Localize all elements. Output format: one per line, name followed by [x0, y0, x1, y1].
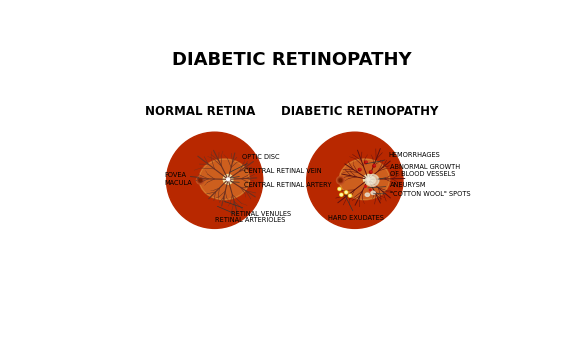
Ellipse shape: [307, 132, 403, 228]
Ellipse shape: [198, 178, 203, 183]
Ellipse shape: [345, 191, 347, 193]
Text: ABNORMAL GROWTH
OF BLOOD VESSELS: ABNORMAL GROWTH OF BLOOD VESSELS: [378, 164, 460, 179]
Text: OPTIC DISC: OPTIC DISC: [229, 154, 279, 172]
Text: HEMORRHAGES: HEMORRHAGES: [366, 152, 440, 164]
Ellipse shape: [348, 194, 352, 197]
Ellipse shape: [195, 161, 234, 200]
Ellipse shape: [199, 159, 250, 200]
Ellipse shape: [225, 176, 231, 182]
Ellipse shape: [309, 135, 401, 226]
Text: RETINAL ARTERIOLES: RETINAL ARTERIOLES: [215, 206, 285, 223]
Text: MACULA: MACULA: [164, 180, 196, 186]
Ellipse shape: [338, 178, 343, 183]
Ellipse shape: [358, 169, 361, 171]
Ellipse shape: [167, 132, 263, 228]
Ellipse shape: [339, 179, 342, 182]
Ellipse shape: [186, 151, 244, 209]
Text: DIABETIC RETINOPATHY: DIABETIC RETINOPATHY: [281, 105, 438, 119]
Ellipse shape: [365, 193, 369, 196]
Ellipse shape: [369, 171, 372, 173]
Text: RETINAL VENULES: RETINAL VENULES: [225, 201, 291, 217]
Ellipse shape: [360, 169, 361, 170]
Ellipse shape: [223, 175, 233, 184]
Ellipse shape: [172, 138, 257, 223]
Ellipse shape: [349, 195, 351, 197]
Ellipse shape: [369, 189, 371, 191]
Text: NORMAL RETINA: NORMAL RETINA: [145, 105, 255, 119]
Ellipse shape: [367, 176, 376, 184]
Ellipse shape: [200, 166, 229, 195]
Ellipse shape: [339, 159, 390, 200]
Ellipse shape: [340, 166, 369, 195]
Text: ANEURYSM: ANEURYSM: [368, 182, 426, 188]
Ellipse shape: [373, 165, 376, 167]
Ellipse shape: [316, 142, 393, 219]
Text: DIABETIC RETINOPATHY: DIABETIC RETINOPATHY: [172, 51, 411, 69]
Text: "COTTON WOOL" SPOTS: "COTTON WOOL" SPOTS: [373, 191, 471, 197]
Ellipse shape: [370, 171, 372, 172]
Ellipse shape: [365, 161, 367, 164]
Ellipse shape: [199, 179, 201, 182]
Ellipse shape: [338, 187, 341, 191]
Ellipse shape: [181, 147, 248, 214]
Ellipse shape: [312, 138, 397, 223]
Ellipse shape: [340, 194, 343, 196]
Ellipse shape: [336, 161, 374, 200]
Ellipse shape: [340, 193, 343, 196]
Ellipse shape: [321, 147, 389, 214]
Ellipse shape: [339, 188, 340, 190]
Text: CENTRAL RETINAL ARTERY: CENTRAL RETINAL ARTERY: [232, 182, 331, 188]
Ellipse shape: [366, 161, 367, 162]
Ellipse shape: [226, 178, 229, 181]
Ellipse shape: [169, 135, 261, 226]
Ellipse shape: [365, 186, 366, 187]
Ellipse shape: [191, 156, 239, 204]
Ellipse shape: [367, 178, 370, 181]
Ellipse shape: [326, 151, 384, 209]
Ellipse shape: [176, 142, 253, 219]
Text: CENTRAL RETINAL VEIN: CENTRAL RETINAL VEIN: [232, 168, 321, 178]
Ellipse shape: [365, 176, 371, 182]
Ellipse shape: [196, 176, 204, 184]
Ellipse shape: [364, 175, 373, 184]
Ellipse shape: [344, 191, 348, 194]
Ellipse shape: [371, 191, 376, 195]
Ellipse shape: [365, 174, 379, 186]
Text: HARD EXUDATES: HARD EXUDATES: [328, 195, 384, 221]
Ellipse shape: [331, 156, 379, 204]
Text: FOVEA: FOVEA: [164, 172, 199, 178]
Ellipse shape: [336, 176, 344, 184]
Ellipse shape: [374, 165, 376, 166]
